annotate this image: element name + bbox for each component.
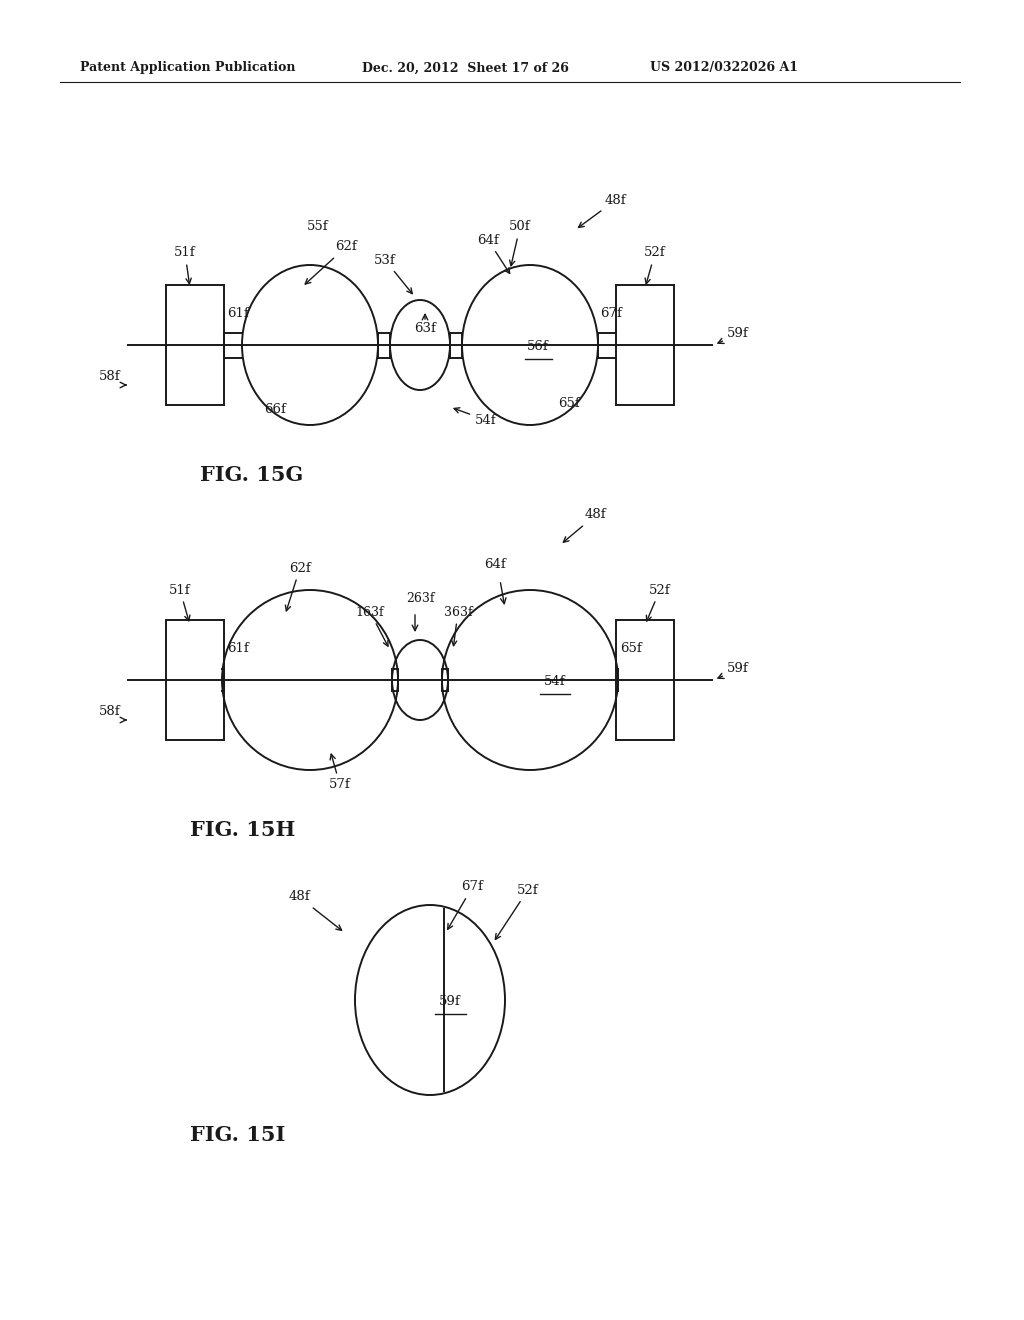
Text: 363f: 363f xyxy=(443,606,472,645)
Text: 48f: 48f xyxy=(289,891,342,931)
Text: 55f: 55f xyxy=(307,220,329,234)
Text: 66f: 66f xyxy=(264,403,286,416)
Text: 163f: 163f xyxy=(355,606,388,647)
Text: 57f: 57f xyxy=(329,754,351,792)
Text: Patent Application Publication: Patent Application Publication xyxy=(80,62,296,74)
Text: 64f: 64f xyxy=(477,234,510,273)
Text: 51f: 51f xyxy=(174,247,196,284)
Text: 52f: 52f xyxy=(496,883,539,940)
Text: 62f: 62f xyxy=(286,561,311,611)
Text: 59f: 59f xyxy=(727,663,749,675)
Text: 61f: 61f xyxy=(227,642,249,655)
Text: FIG. 15G: FIG. 15G xyxy=(200,465,303,484)
Text: 51f: 51f xyxy=(169,583,190,620)
Bar xyxy=(616,620,674,741)
Text: US 2012/0322026 A1: US 2012/0322026 A1 xyxy=(650,62,798,74)
Bar xyxy=(166,285,224,405)
Text: FIG. 15H: FIG. 15H xyxy=(190,820,295,840)
Text: 58f: 58f xyxy=(98,705,120,718)
Text: 62f: 62f xyxy=(305,240,356,284)
Text: 58f: 58f xyxy=(98,370,120,383)
Text: 52f: 52f xyxy=(646,583,671,620)
Text: 48f: 48f xyxy=(579,194,627,227)
Text: 263f: 263f xyxy=(406,591,434,605)
Text: 53f: 53f xyxy=(374,253,413,293)
Text: 52f: 52f xyxy=(644,247,666,284)
Text: 59f: 59f xyxy=(727,327,749,341)
Text: 54f: 54f xyxy=(454,408,497,426)
Text: 59f: 59f xyxy=(439,995,461,1008)
Text: 63f: 63f xyxy=(414,322,436,334)
Text: 61f: 61f xyxy=(227,308,249,319)
Bar xyxy=(166,620,224,741)
Text: 54f: 54f xyxy=(544,675,566,688)
Text: 67f: 67f xyxy=(447,880,483,929)
Text: 65f: 65f xyxy=(558,397,580,411)
Text: 64f: 64f xyxy=(484,558,506,572)
Text: 50f: 50f xyxy=(509,220,530,265)
Text: 48f: 48f xyxy=(563,508,606,543)
Text: 56f: 56f xyxy=(527,341,549,352)
Text: 67f: 67f xyxy=(600,308,622,319)
Text: Dec. 20, 2012  Sheet 17 of 26: Dec. 20, 2012 Sheet 17 of 26 xyxy=(362,62,569,74)
Bar xyxy=(616,285,674,405)
Text: 65f: 65f xyxy=(620,642,642,655)
Text: FIG. 15I: FIG. 15I xyxy=(190,1125,286,1144)
